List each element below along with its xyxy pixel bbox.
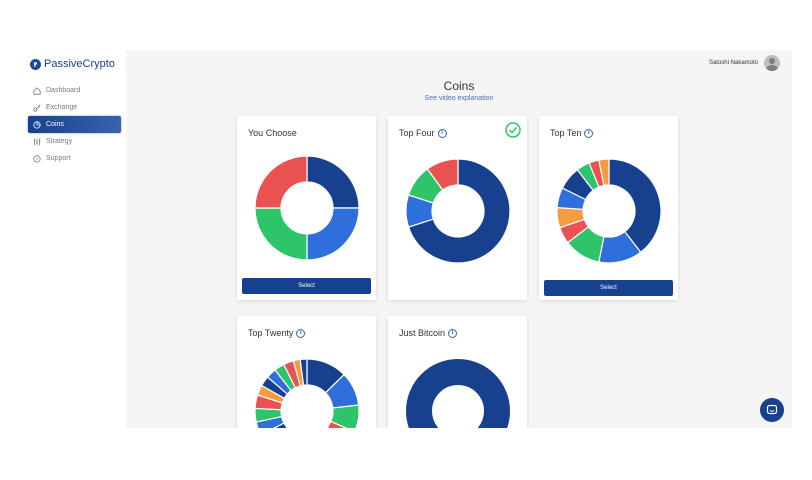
sidebar-item-label: Strategy [46, 138, 73, 145]
info-icon[interactable]: i [448, 328, 458, 338]
user-menu[interactable]: Satoshi Nakamoto [709, 55, 780, 71]
pie-chart-icon [33, 120, 41, 129]
card-title: Just Bitcoin i [399, 328, 458, 338]
card-title: You Choose [248, 128, 297, 138]
donut-slice [306, 155, 360, 209]
strategy-card-top-four[interactable]: Top Four i [388, 116, 527, 300]
donut-slice [254, 207, 308, 261]
sidebar-item-label: Coins [46, 121, 64, 128]
donut-slice [299, 358, 308, 386]
strategy-card-top-twenty[interactable]: Top Twenty i [237, 316, 376, 428]
chat-icon [766, 404, 778, 415]
donut-slice [306, 207, 360, 261]
donut-slice [254, 155, 308, 209]
check-circle-icon [505, 122, 521, 138]
card-title-text: Top Twenty [248, 328, 294, 338]
chat-button[interactable] [760, 398, 784, 422]
select-button[interactable]: Select [242, 278, 371, 294]
logo-text: PassiveCrypto [44, 58, 115, 70]
app-window: PassiveCrypto Dashboard Exchange Coins S… [20, 50, 792, 428]
donut-slice [325, 426, 330, 428]
main-content: Satoshi Nakamoto Coins See video explana… [126, 50, 792, 428]
info-icon[interactable]: i [584, 128, 594, 138]
card-title: Top Ten i [550, 128, 594, 138]
donut-chart-top-twenty [254, 358, 360, 428]
donut-slice [426, 158, 459, 191]
logo[interactable]: PassiveCrypto [30, 58, 115, 70]
strategy-card-you-choose[interactable]: You Choose Select [237, 116, 376, 300]
sidebar-item-label: Dashboard [46, 87, 81, 94]
donut-chart-top-ten [556, 158, 662, 264]
donut-slice [598, 158, 610, 187]
page-title: Coins [443, 79, 475, 93]
card-title: Top Twenty i [248, 328, 306, 338]
donut-chart-top-four [405, 158, 511, 264]
avatar[interactable] [764, 55, 780, 71]
donut-chart-you-choose [254, 155, 360, 261]
sidebar: PassiveCrypto Dashboard Exchange Coins S… [20, 50, 126, 428]
select-button[interactable]: Select [544, 280, 673, 296]
sidebar-item-exchange[interactable]: Exchange [28, 99, 121, 116]
svg-text:?: ? [36, 156, 39, 162]
sidebar-item-label: Support [46, 155, 71, 162]
donut-slice [608, 158, 662, 254]
info-icon[interactable]: i [437, 128, 447, 138]
home-icon [33, 86, 41, 95]
strategy-card-just-bitcoin[interactable]: Just Bitcoin i [388, 316, 527, 428]
card-title-text: Just Bitcoin [399, 328, 446, 338]
donut-slice [407, 158, 511, 264]
sidebar-nav: Dashboard Exchange Coins Strategy ? Supp… [28, 82, 121, 167]
sidebar-item-strategy[interactable]: Strategy [28, 133, 121, 150]
strategy-card-top-ten[interactable]: Top Ten i Select [539, 116, 678, 300]
sidebar-item-coins[interactable]: Coins [28, 116, 121, 133]
card-title: Top Four i [399, 128, 447, 138]
sliders-icon [33, 138, 41, 146]
video-explanation-link[interactable]: See video explanation [424, 95, 494, 102]
donut-chart-just-bitcoin [406, 359, 510, 428]
sidebar-item-support[interactable]: ? Support [28, 150, 121, 167]
key-icon [33, 104, 41, 112]
info-icon[interactable]: i [296, 328, 306, 338]
sidebar-item-dashboard[interactable]: Dashboard [28, 82, 121, 99]
user-name: Satoshi Nakamoto [708, 60, 758, 66]
donut-slice [406, 359, 510, 428]
logo-icon [30, 58, 41, 70]
card-title-text: Top Ten [550, 128, 582, 138]
help-circle-icon: ? [33, 154, 41, 163]
card-title-text: Top Four [399, 128, 435, 138]
card-title-text: You Choose [248, 128, 297, 138]
sidebar-item-label: Exchange [46, 104, 78, 111]
